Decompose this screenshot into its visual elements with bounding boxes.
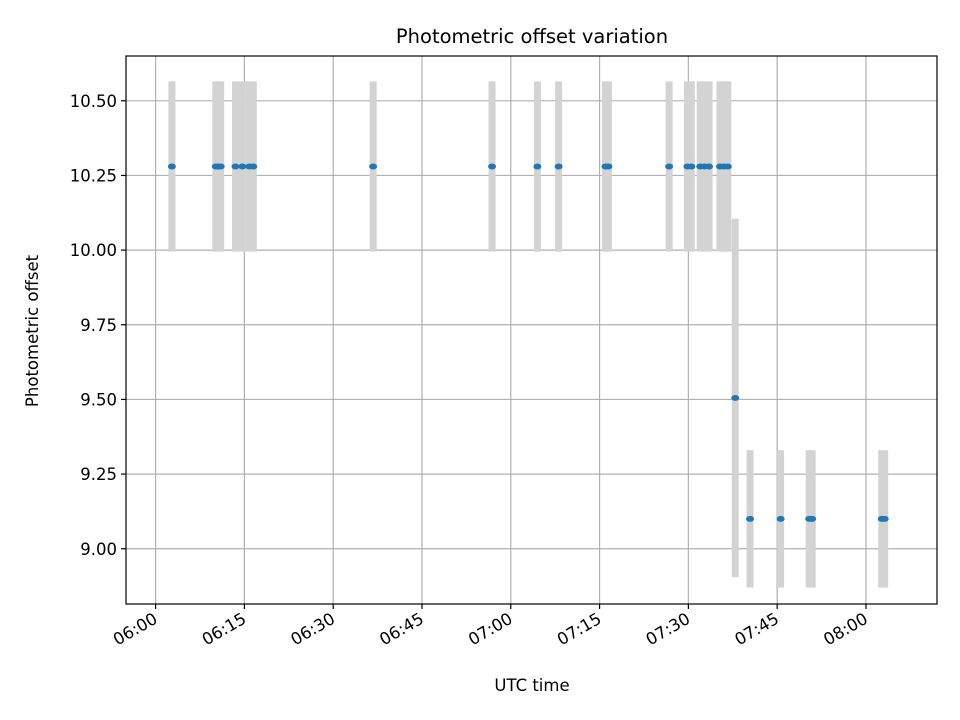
x-tick-label: 06:15	[199, 609, 250, 649]
data-point	[533, 163, 542, 170]
y-tick-label: 10.25	[70, 166, 117, 185]
data-point	[604, 163, 613, 170]
x-tick-label: 06:00	[110, 609, 161, 649]
data-point	[488, 163, 497, 170]
data-point	[249, 163, 258, 170]
data-point	[776, 515, 785, 522]
y-tick-label: 9.00	[80, 540, 117, 559]
y-axis-ticks: 9.00 9.25 9.50 9.75 10.00 10.25 10.50	[70, 92, 126, 559]
data-point	[687, 163, 696, 170]
y-tick-label: 10.50	[70, 92, 117, 111]
error-bars	[168, 81, 889, 588]
y-tick-label: 10.00	[70, 241, 117, 260]
y-tick-label: 9.25	[80, 465, 117, 484]
data-point	[231, 163, 240, 170]
y-axis-label: Photometric offset	[23, 254, 42, 407]
x-tick-label: 07:45	[731, 609, 782, 649]
data-point	[746, 515, 755, 522]
data-point	[238, 163, 247, 170]
data-point	[369, 163, 378, 170]
plot-frame	[125, 55, 938, 605]
data-point	[167, 163, 176, 170]
chart-title: Photometric offset variation	[396, 25, 668, 48]
x-tick-label: 07:00	[465, 609, 516, 649]
data-point	[880, 515, 889, 522]
data-point	[731, 394, 740, 401]
grid	[126, 56, 937, 604]
x-axis-ticks: 06:00 06:15 06:30 06:45 07:00 07:15 07:30 07:45…	[110, 604, 871, 649]
data-point	[808, 515, 817, 522]
x-tick-label: 07:15	[554, 609, 605, 649]
data-points	[167, 163, 889, 522]
data-point	[705, 163, 714, 170]
y-tick-label: 9.75	[80, 316, 117, 335]
data-point	[665, 163, 674, 170]
y-tick-label: 9.50	[80, 390, 117, 409]
x-tick-label: 07:30	[643, 609, 694, 649]
data-point	[723, 163, 732, 170]
x-axis-label: UTC time	[494, 676, 569, 695]
data-point	[554, 163, 563, 170]
x-tick-label: 06:30	[287, 609, 338, 649]
x-tick-label: 06:45	[376, 609, 427, 649]
x-tick-label: 08:00	[820, 609, 871, 649]
data-point	[216, 163, 225, 170]
